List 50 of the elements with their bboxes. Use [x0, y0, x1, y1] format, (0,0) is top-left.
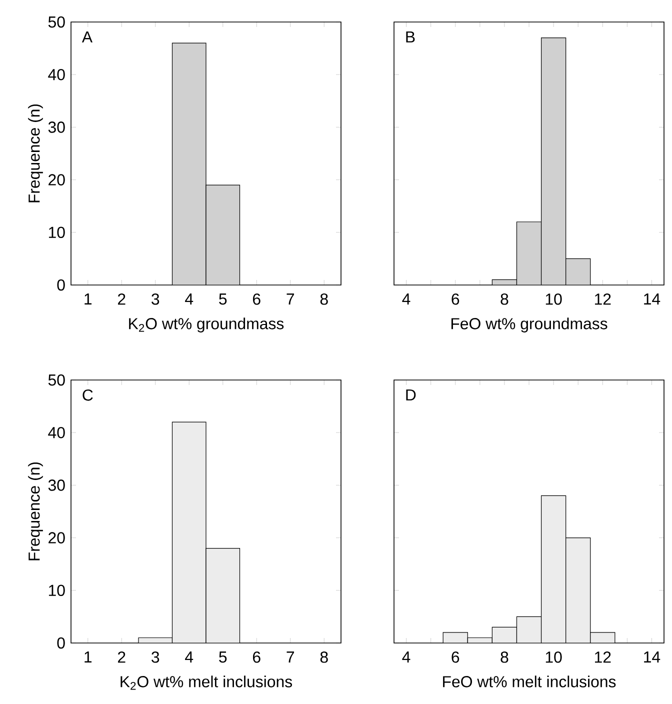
x-tick-label: 4	[185, 294, 194, 304]
x-tick-label: 8	[500, 652, 508, 663]
x-axis-title: K$_{2}$O wt% groundmass	[129, 318, 284, 332]
y-tick-label: 0	[57, 279, 65, 291]
y-tick-label: 50	[48, 374, 65, 386]
x-tick-label: 2	[118, 294, 126, 305]
x-tick-label: 5	[219, 294, 227, 305]
y-tick-label: 10	[48, 226, 65, 238]
y-tick-label: 50	[48, 16, 65, 28]
annotation: A	[82, 31, 93, 42]
x-tick-label: 6	[253, 652, 260, 663]
x-tick-label: 14	[644, 652, 660, 662]
y-tick-label: 0	[57, 637, 65, 649]
x-tick-label: 6	[452, 652, 460, 663]
annotation: D	[406, 389, 416, 400]
x-tick-label: 7	[286, 652, 294, 662]
x-tick-label: 8	[320, 652, 328, 663]
x-tick-label: 10	[546, 652, 562, 663]
annotation: B	[406, 31, 415, 42]
annotation: C	[82, 389, 93, 401]
x-axis-title: FeO wt% groundmass	[451, 318, 608, 332]
y-tick-label: 10	[48, 584, 65, 596]
y-tick-label: 20	[48, 532, 65, 544]
y-tick-label: 20	[48, 174, 65, 186]
x-tick-label: 14	[644, 294, 660, 304]
x-tick-label: 4	[402, 652, 410, 662]
x-tick-label: 12	[594, 294, 611, 305]
x-tick-label: 4	[185, 652, 194, 662]
x-tick-label: 1	[84, 294, 92, 304]
x-axis-title: K$_{2}$O wt% melt inclusions	[120, 676, 292, 690]
y-axis-title: Frequence (n)	[28, 462, 43, 560]
x-tick-label: 12	[594, 652, 611, 663]
x-tick-label: 10	[546, 294, 562, 305]
y-tick-label: 40	[48, 426, 65, 438]
x-tick-label: 3	[152, 294, 160, 305]
y-tick-label: 30	[48, 480, 65, 491]
x-tick-label: 2	[118, 652, 126, 663]
x-tick-label: 8	[320, 294, 328, 305]
x-tick-label: 6	[253, 294, 260, 305]
y-axis-title: Frequence (n)	[28, 104, 43, 202]
y-tick-label: 30	[48, 122, 65, 133]
x-tick-label: 7	[286, 294, 294, 304]
x-tick-label: 5	[219, 652, 227, 663]
y-tick-label: 40	[48, 68, 65, 80]
x-axis-title: FeO wt% melt inclusions	[443, 676, 616, 688]
x-tick-label: 4	[402, 294, 410, 304]
x-tick-label: 1	[84, 652, 92, 662]
x-tick-label: 3	[152, 652, 160, 663]
x-tick-label: 8	[500, 294, 508, 305]
x-tick-label: 6	[452, 294, 460, 305]
